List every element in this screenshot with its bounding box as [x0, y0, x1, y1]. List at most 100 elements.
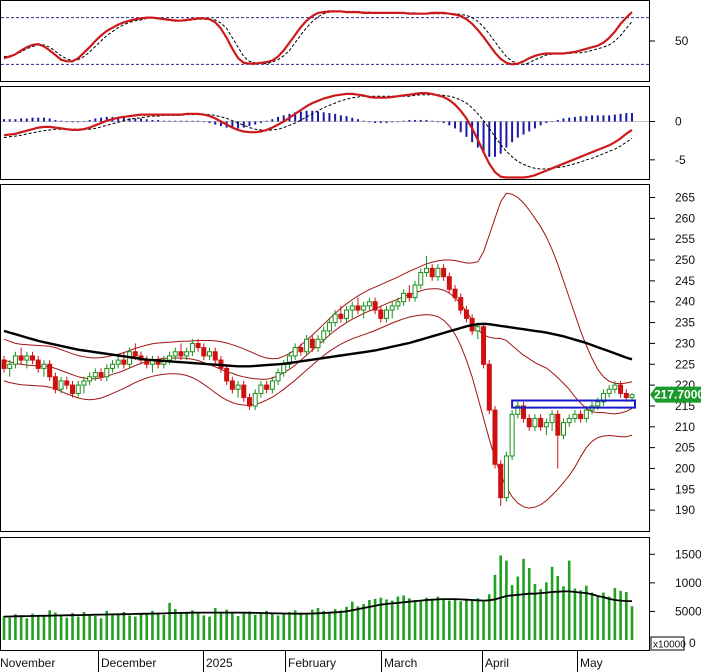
candle-up [58, 380, 64, 390]
macd-histogram-bar [231, 121, 234, 129]
support-zone-box [511, 399, 636, 409]
volume-bar [156, 612, 160, 640]
macd-line [3, 91, 633, 179]
volume-bar [567, 560, 571, 640]
volume-moving-average [3, 590, 632, 618]
macd-histogram-bar [162, 120, 165, 122]
volume-bar [282, 613, 286, 640]
volume-bar [322, 610, 326, 640]
candle-up [566, 417, 572, 424]
volume-panel-frame [0, 537, 650, 651]
macd-histogram-bar [579, 116, 582, 122]
candle-up [412, 284, 418, 299]
candle-up [344, 309, 350, 319]
volume-bar [436, 596, 440, 640]
volume-bar [545, 582, 548, 640]
macd-histogram-bar [294, 112, 297, 122]
volume-bar [76, 616, 80, 640]
volume-bar [185, 613, 188, 640]
macd-histogram-bar [174, 120, 177, 122]
candle-down [463, 309, 469, 319]
macd-histogram-bar [585, 116, 588, 122]
volume-scale-label: x10000 [653, 640, 686, 651]
volume-bar [25, 618, 29, 640]
volume-bar [54, 612, 57, 640]
volume-bar [602, 592, 605, 640]
candle-up [281, 363, 287, 374]
volume-bar [288, 612, 291, 640]
candle-up [515, 405, 521, 415]
volume-bar [350, 601, 354, 640]
volume-bar [442, 599, 445, 640]
volume-bar [613, 588, 617, 640]
candle-up [401, 292, 407, 303]
candle-up [326, 322, 332, 332]
macd-histogram-bar [408, 119, 411, 122]
month-label-february: February [288, 656, 336, 670]
candle-up [532, 417, 538, 428]
price-panel [1, 192, 636, 509]
candle-down [378, 309, 384, 319]
volume-bar [362, 604, 365, 640]
macd-histogram-bar [197, 120, 200, 122]
month-label-december: December [101, 656, 156, 670]
candle-up [235, 384, 241, 390]
macd-histogram-bar [105, 116, 108, 122]
volume-bar [145, 614, 149, 640]
candle-down [264, 384, 270, 390]
volume-bar [42, 616, 46, 640]
volume-scale-box: x10000 [650, 636, 686, 651]
candle-up [349, 305, 355, 311]
macd-histogram-bar [208, 121, 211, 124]
volume-bar [419, 601, 423, 640]
macd-histogram-bar [8, 119, 11, 122]
price-tick-label: 205 [675, 441, 695, 455]
volume-bar [173, 609, 177, 640]
macd-histogram-bar [299, 111, 302, 122]
volume-bar [225, 609, 228, 640]
volume-bar [128, 615, 131, 640]
candle-down [458, 297, 464, 311]
macd-histogram-bar [179, 120, 182, 122]
volume-bar [453, 598, 457, 640]
candle-up [189, 342, 195, 353]
candle-down [18, 355, 24, 361]
price-tick-label: 230 [675, 336, 695, 350]
macd-histogram-bar [145, 119, 148, 122]
macd-histogram-bar [459, 121, 462, 133]
bollinger-lower-band [3, 314, 633, 509]
volume-bar [516, 576, 520, 640]
candle-down [246, 397, 252, 407]
macd-histogram-bar [556, 119, 559, 122]
macd-histogram-bar [539, 121, 542, 126]
candle-down [481, 326, 487, 365]
macd-histogram-bar [533, 121, 536, 129]
volume-bar [48, 610, 51, 640]
macd-histogram-bar [37, 117, 40, 122]
macd-histogram-bar [385, 121, 388, 124]
macd-histogram-bar [134, 118, 137, 122]
volume-bar [31, 613, 34, 640]
volume-bar [2, 616, 6, 640]
volume-bar [179, 612, 183, 640]
candle-up [87, 376, 93, 382]
macd-panel [1, 91, 649, 179]
price-tick-label: 260 [675, 211, 695, 225]
volume-bar [168, 602, 171, 640]
volume-bar [151, 610, 154, 640]
macd-tick-label: -5 [675, 153, 686, 167]
macd-histogram-bar [31, 117, 34, 122]
candle-up [207, 351, 213, 357]
candle-up [12, 355, 18, 365]
candle-up [395, 301, 401, 307]
candle-down [355, 305, 361, 311]
volume-bar [487, 594, 491, 640]
volume-bar [539, 589, 542, 640]
volume-bar [390, 600, 394, 640]
volume-bar [213, 608, 217, 640]
price-tick-label: 225 [675, 357, 695, 371]
candle-down [526, 417, 532, 428]
volume-bar [510, 585, 514, 640]
macd-histogram-bar [168, 120, 171, 122]
volume-bar [556, 576, 560, 640]
